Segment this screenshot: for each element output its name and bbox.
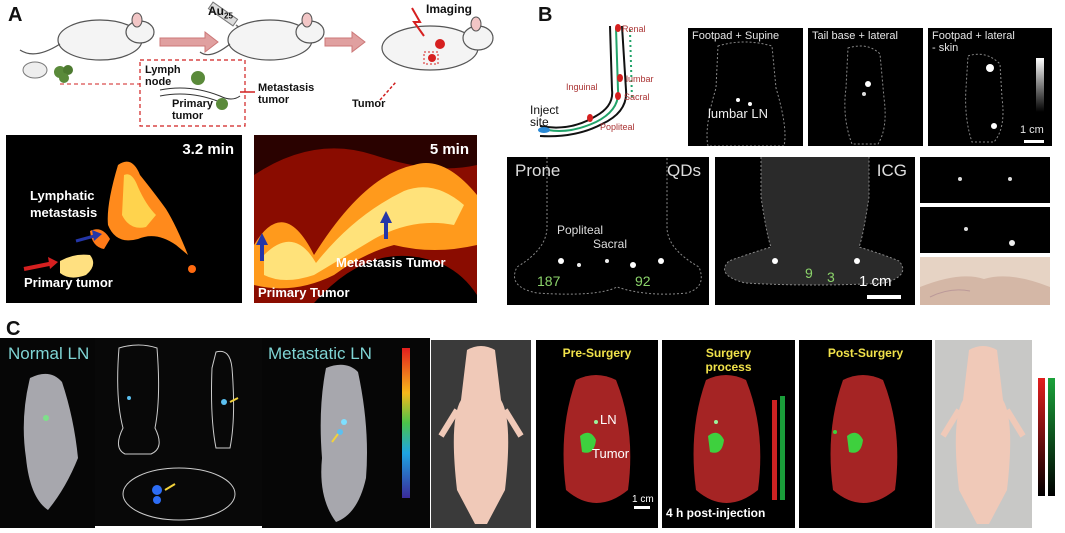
b-bottom-scale-label: 1 cm bbox=[859, 273, 892, 290]
footpad-lateral-skin-title: Footpad + lateral - skin bbox=[932, 30, 1015, 54]
b-top-scale-label: 1 cm bbox=[1020, 124, 1044, 136]
panel-letter-a: A bbox=[8, 4, 23, 26]
renal-label: Renal bbox=[622, 24, 646, 34]
inject-site-label: Inject site bbox=[530, 103, 559, 129]
schematic-drawing bbox=[19, 1, 494, 127]
prone-label: Prone bbox=[515, 161, 561, 180]
lymph-node-label: Lymph node bbox=[145, 64, 181, 88]
b-image-tailbase-lateral: Tail base + lateral bbox=[808, 28, 923, 146]
qds-label: QDs bbox=[667, 161, 701, 180]
mouse-illustration-1 bbox=[19, 12, 155, 83]
c-normal-ln-image: Normal LN bbox=[0, 338, 95, 528]
c-pre-surgery-image: Pre-Surgery LN Tumor 1 cm bbox=[536, 340, 658, 528]
c-photo-mouse-2 bbox=[935, 340, 1032, 528]
lumbar-label: lumbar bbox=[626, 74, 654, 84]
time-label-5min: 5 min bbox=[429, 141, 469, 158]
lymph-route-diagram: Renal lumbar Sacral Popliteal Inguinal I… bbox=[530, 20, 682, 145]
sacral-label: Sacral bbox=[624, 92, 650, 102]
primary-tumor-label-a2: Primary Tumor bbox=[258, 285, 350, 300]
icg-label: ICG bbox=[876, 161, 907, 180]
footpad-supine-title: Footpad + Supine bbox=[692, 30, 780, 42]
popliteal-label: Popliteal bbox=[600, 122, 635, 132]
b-strip-2 bbox=[920, 207, 1050, 253]
b-image-prone-qds: Prone QDs Popliteal Sacral 187 92 bbox=[507, 157, 709, 305]
count-187: 187 bbox=[537, 273, 561, 289]
c-colorbar bbox=[402, 348, 410, 498]
pre-surgery-label: Pre-Surgery bbox=[562, 346, 632, 360]
fluorescence-image-5min: 5 min Metastasis Tumor Primary Tumor bbox=[254, 135, 477, 303]
fluorescence-image-3min: 3.2 min Lymphatic metastasis Primary tum… bbox=[6, 135, 242, 303]
b-image-icg: ICG 9 3 1 cm bbox=[715, 157, 915, 305]
metastasis-tumor-label: Metastasis tumor bbox=[258, 82, 315, 106]
tumor-label: Tumor bbox=[352, 98, 386, 110]
ln-label: LN bbox=[600, 412, 617, 427]
c-intensity-bars bbox=[1036, 378, 1060, 498]
surgery-process-label: Surgery process bbox=[705, 346, 752, 374]
panel-letter-b: B bbox=[538, 4, 553, 26]
arrow-2 bbox=[324, 30, 366, 54]
b-scale-bar bbox=[867, 295, 901, 299]
normal-ln-label: Normal LN bbox=[8, 344, 90, 363]
lymphatic-metastasis-label: Lymphatic metastasis bbox=[30, 188, 98, 220]
c-view-axial bbox=[95, 462, 262, 526]
c-view-sagittal bbox=[182, 338, 262, 462]
imaging-label: Imaging bbox=[426, 2, 473, 16]
popliteal-b-label: Popliteal bbox=[557, 223, 604, 237]
sacral-b-label: Sacral bbox=[593, 237, 628, 251]
c-surgery-process-image: Surgery process 4 h post-injection bbox=[662, 340, 795, 528]
b-strip-photo bbox=[920, 257, 1050, 305]
tailbase-lateral-title: Tail base + lateral bbox=[812, 30, 898, 42]
count-92: 92 bbox=[635, 273, 651, 289]
mouse-illustration-2 bbox=[199, 12, 325, 61]
c-scale-label: 1 cm bbox=[632, 494, 654, 505]
primary-tumor-label-a1: Primary tumor bbox=[24, 275, 113, 290]
panel-a-schematic: Au25 Imaging Lymph node Primary tumor Me… bbox=[0, 0, 525, 130]
primary-tumor-schematic-label: Primary tumor bbox=[172, 98, 213, 122]
c-post-surgery-image: Post-Surgery bbox=[799, 340, 932, 528]
c-photo-mouse-1 bbox=[431, 340, 531, 528]
lumbar-ln-label: lumbar LN bbox=[708, 106, 768, 121]
arrow-1 bbox=[159, 30, 219, 54]
b-image-footpad-supine: Footpad + Supine lumbar LN bbox=[688, 28, 803, 146]
c-view-coronal bbox=[95, 338, 182, 462]
post-injection-label: 4 h post-injection bbox=[666, 506, 766, 520]
count-3: 3 bbox=[827, 269, 835, 285]
post-surgery-label: Post-Surgery bbox=[827, 346, 904, 360]
tumor-c-label: Tumor bbox=[592, 446, 630, 461]
inset-box bbox=[139, 59, 246, 127]
inguinal-label: Inguinal bbox=[566, 82, 598, 92]
metastasis-tumor-label-a2: Metastasis Tumor bbox=[336, 255, 446, 270]
mouse-illustration-3 bbox=[381, 7, 494, 71]
metastatic-ln-label: Metastatic LN bbox=[268, 344, 372, 363]
au25-label: Au25 bbox=[208, 4, 233, 21]
c-metastatic-ln-image: Metastatic LN bbox=[262, 338, 430, 528]
b-strip-1 bbox=[920, 157, 1050, 203]
b-image-footpad-lateral-skin: Footpad + lateral - skin 1 cm bbox=[928, 28, 1052, 146]
time-label-3min: 3.2 min bbox=[182, 141, 234, 158]
count-9: 9 bbox=[805, 265, 813, 281]
panel-letter-c: C bbox=[6, 318, 21, 340]
